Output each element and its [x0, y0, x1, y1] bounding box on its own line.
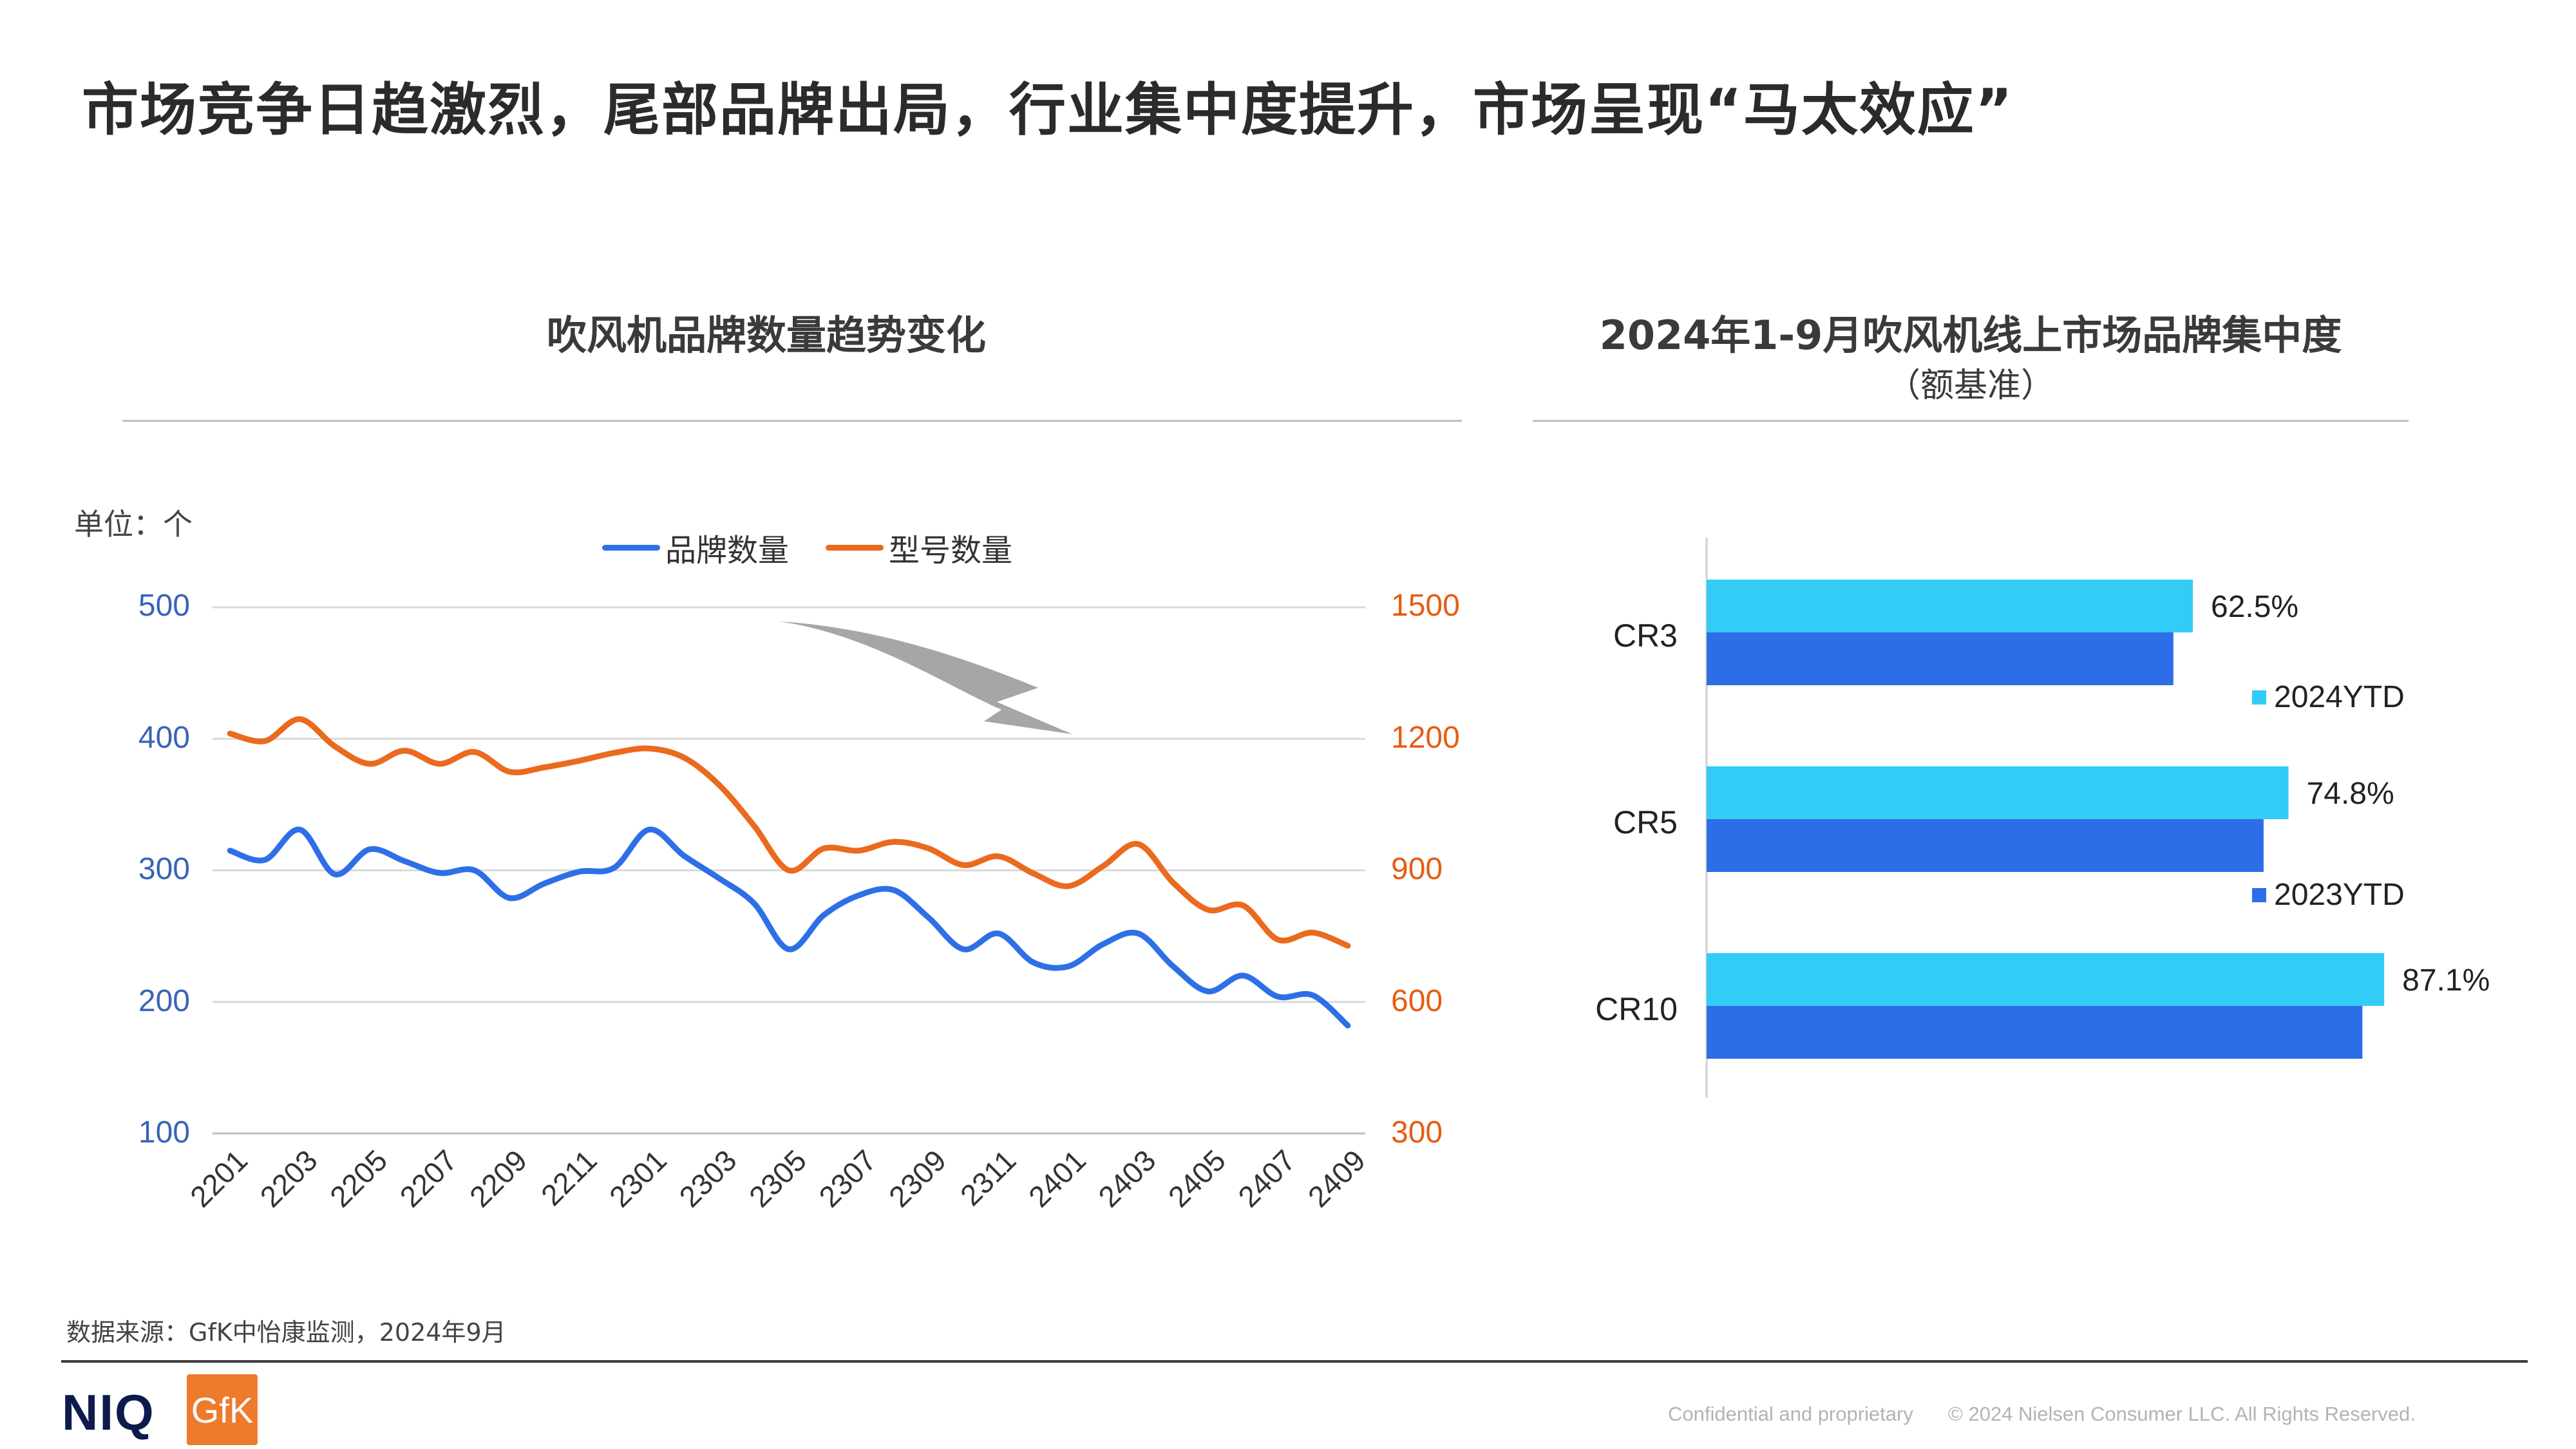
footer-divider — [61, 1360, 2528, 1363]
legend-2023ytd: 2023YTD — [2252, 877, 2405, 913]
bar-2024ytd — [1707, 953, 2385, 1006]
y-left-tick-500: 500 — [138, 589, 190, 623]
legend-model-swatch — [826, 544, 884, 551]
bar-value-label: 87.1% — [2402, 963, 2490, 998]
model-count-line — [227, 716, 1351, 949]
legend-2023ytd-swatch — [2252, 887, 2266, 902]
legend-2024ytd: 2024YTD — [2252, 679, 2405, 715]
right-chart-subtitle: （额基准） — [1886, 366, 2054, 405]
y-left-tick-400: 400 — [138, 721, 190, 755]
right-title-divider — [1533, 420, 2409, 422]
legend-2024ytd-label: 2024YTD — [2274, 680, 2405, 714]
trend-arrow-icon — [779, 621, 1072, 734]
legend-brand-swatch — [602, 544, 660, 551]
left-title-divider — [122, 420, 1462, 422]
page-title: 市场竞争日趋激烈，尾部品牌出局，行业集中度提升，市场呈现“马太效应” — [82, 77, 2014, 143]
data-source: 数据来源：GfK中怡康监测，2024年9月 — [66, 1318, 506, 1347]
y-left-tick-200: 200 — [138, 984, 190, 1018]
bar-category-label: CR10 — [1595, 991, 1678, 1027]
y-right-tick-300: 300 — [1391, 1115, 1443, 1150]
bar-2024ytd — [1707, 580, 2193, 632]
y-left-tick-100: 100 — [138, 1115, 190, 1150]
legend-model-label: 型号数量 — [889, 533, 1013, 569]
y-right-tick-1200: 1200 — [1391, 721, 1460, 755]
bar-2024ytd — [1707, 766, 2289, 819]
legend-model-count: 型号数量 — [826, 525, 1012, 570]
y-right-tick-900: 900 — [1391, 852, 1443, 886]
y-right-tick-1500: 1500 — [1391, 589, 1460, 623]
bar-2023ytd — [1707, 819, 2264, 872]
unit-label: 单位：个 — [74, 507, 193, 542]
bar-2023ytd — [1707, 632, 2174, 685]
left-chart-title: 吹风机品牌数量趋势变化 — [546, 312, 986, 359]
bar-category-label: CR5 — [1613, 804, 1678, 840]
legend-brand-count: 品牌数量 — [602, 525, 789, 570]
y-left-tick-300: 300 — [138, 852, 190, 886]
right-chart-title: 2024年1-9月吹风机线上市场品牌集中度 — [1599, 312, 2342, 359]
bar-value-label: 62.5% — [2211, 590, 2298, 624]
bar-category-label: CR3 — [1613, 618, 1678, 654]
bar-value-label: 74.8% — [2307, 777, 2394, 811]
gfk-logo: GfK — [187, 1374, 258, 1445]
bar-2023ytd — [1707, 1006, 2363, 1059]
legend-2024ytd-swatch — [2252, 690, 2266, 705]
niq-logo: NIQ — [62, 1384, 155, 1441]
legend-brand-label: 品牌数量 — [665, 533, 790, 569]
footer-confidential: Confidential and proprietary — [1668, 1403, 1913, 1425]
legend-2023ytd-label: 2023YTD — [2274, 878, 2405, 912]
y-right-tick-600: 600 — [1391, 984, 1443, 1018]
footer-copyright: © 2024 Nielsen Consumer LLC. All Rights … — [1948, 1403, 2416, 1425]
brand-count-line — [227, 826, 1351, 1028]
